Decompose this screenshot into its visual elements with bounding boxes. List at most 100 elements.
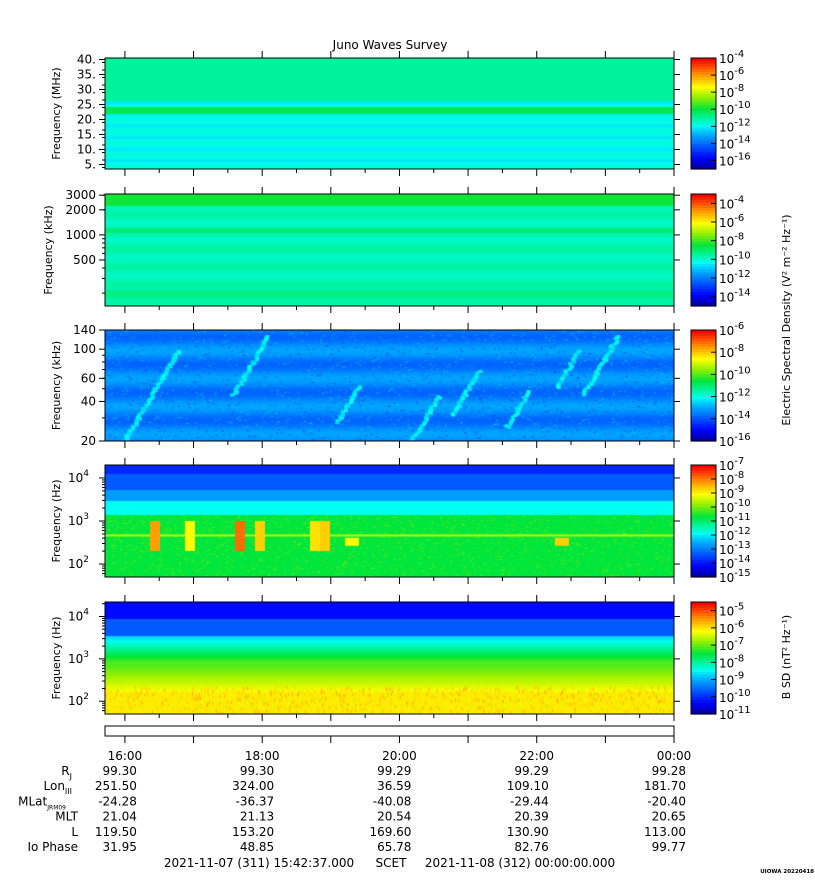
colorbar-swatch [691,233,716,237]
ephemeris-label: LonIII [44,779,73,796]
colorbar-swatch [691,467,716,472]
panel-frame [104,57,675,170]
colorbar-swatch [691,509,716,514]
colorbar-swatch [691,711,716,715]
colorbar-swatch [691,627,716,631]
colorbar-swatch [691,537,716,542]
colorbar-title-magnetic: B SD (nT² Hz⁻¹) [780,615,793,699]
colorbar-swatch [691,705,716,709]
time-tick-label: 00:00 [657,749,692,763]
colorbar-tick-exponent: -16 [734,151,750,162]
time-strip [104,725,675,737]
y-tick-label: 102 [68,555,89,571]
colorbar-swatch [691,418,716,423]
colorbar-swatch [691,219,716,223]
colorbar-swatch [691,507,716,511]
y-tick-label: 25. [77,98,96,112]
colorbar-swatch [691,80,716,84]
colorbar-tick-label: 10-6 [719,213,744,230]
y-tick-label: 102 [68,692,89,708]
colorbar-lfr-e: 10-710-810-910-1010-1110-1210-1310-1410-… [690,456,751,585]
spectrogram-image [105,58,674,169]
colorbar-swatch [691,635,716,639]
time-range-end: 2021-11-08 (312) 00:00:00.000 [425,856,615,870]
ephemeris-value: -40.08 [373,794,412,808]
ephemeris-table: RJ 99.30 99.30 99.29 99.29 99.28 LonIII 251.50 3… [18,764,686,854]
colorbar-tick-exponent: -4 [734,194,744,205]
ephemeris-value: 324.00 [232,779,274,793]
colorbar-swatch [691,526,716,530]
colorbar-swatch [691,523,716,528]
colorbar-swatch [691,621,716,625]
spectrogram-image [105,194,674,306]
colorbar-swatch [691,82,716,87]
colorbar-tick-exponent: -6 [734,213,744,224]
colorbar-tick-exponent: -12 [734,388,750,399]
colorbar-tick-label: 10-6 [719,619,744,636]
y-tick-label: 104 [68,608,89,624]
colorbar-swatch [691,157,716,162]
colorbar-swatch [691,74,716,79]
ephemeris-value: 20.54 [377,810,411,824]
colorbars: 10-410-610-810-1010-1210-1410-1610-410-6… [690,49,751,722]
colorbar-swatch [691,224,716,229]
colorbar-swatch [691,71,716,76]
colorbar-swatch [691,346,716,351]
colorbar-swatch [691,646,716,651]
colorbar-swatch [691,616,716,620]
colorbar-swatch [691,568,716,572]
colorbar-swatch [691,58,716,62]
colorbar-swatch [691,368,716,373]
panel-frame [104,601,675,715]
colorbar-tick-exponent: -8 [734,343,744,354]
ephemeris-label: Io Phase [27,840,78,854]
ephemeris-value: 20.65 [652,810,686,824]
colorbar-swatch [691,278,716,282]
colorbar-swatch [691,272,716,276]
colorbar-swatch [691,546,716,550]
chart-title: Juno Waves Survey [332,38,448,52]
colorbar-tick-exponent: -7 [734,456,744,467]
colorbar-tick-label: 10-8 [719,653,744,670]
colorbar-swatch [691,236,716,240]
colorbar-tick-label: 10-9 [719,671,744,688]
colorbar-tick-exponent: -12 [734,526,750,537]
colorbar-swatch [691,241,716,245]
colorbar-swatch [691,205,716,209]
colorbar-tick-label: 10-6 [719,66,744,83]
colorbar-tick-label: 10-14 [719,134,751,151]
y-axis-label: Frequency (Hz) [50,480,63,563]
ephemeris-value: 99.30 [240,764,274,778]
ephemeris-value: 99.77 [652,840,686,854]
colorbar-swatch [691,119,716,123]
colorbar-swatch [691,194,716,198]
colorbar-swatch [691,230,716,234]
colorbar-swatch [691,393,716,398]
y-tick-label: 5. [85,158,96,172]
colorbar-swatch [691,144,716,148]
y-tick-exponent: 2 [83,692,89,702]
colorbar-tick-label: 10-10 [719,250,751,267]
colorbar-swatch [691,222,716,226]
colorbar-swatch [691,666,716,670]
colorbar-tick-exponent: -4 [734,49,744,60]
colorbar-swatch [691,691,716,695]
y-tick-label: 10. [77,143,96,157]
colorbar-swatch [691,166,716,170]
colorbar-swatch [691,416,716,420]
colorbar-swatch [691,216,716,220]
colorbar-swatch [691,632,716,637]
colorbar-swatch [691,60,716,65]
colorbar-tick-exponent: -9 [734,671,744,682]
colorbar-swatch [691,227,716,231]
colorbar-swatch [691,618,716,623]
colorbar-tick-exponent: -9 [734,484,744,495]
colorbar-tick-exponent: -15 [734,568,750,579]
colorbar-tick-label: 10-11 [719,705,751,722]
colorbar-swatch [691,138,716,142]
spectrogram-image [105,465,674,577]
colorbar-swatch [691,354,716,359]
colorbar-swatch [691,152,716,156]
y-axis-label: Frequency (MHz) [50,67,63,159]
